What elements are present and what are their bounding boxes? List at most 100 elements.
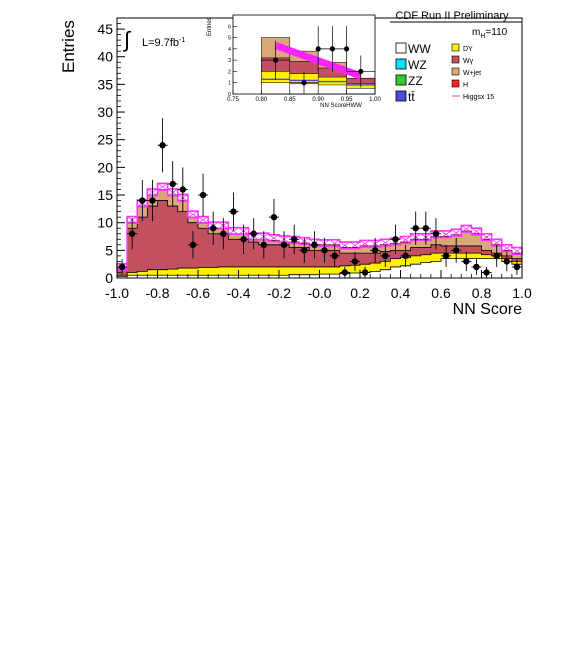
data-point [118,263,126,271]
data-point [321,247,328,254]
inset-y-tick-label: 6 [228,24,231,30]
legend-label: ZZ [408,74,423,88]
inset-x-tick-label: 1.00 [369,97,381,103]
signal-hatch [481,233,492,241]
inset-x-axis-label: NN ScoreHWW [320,103,362,109]
signal-hatch [400,236,411,244]
legend-swatch [451,55,460,64]
legend-label: WZ [408,58,427,72]
legend-swatch [395,42,407,54]
legend-swatch [451,67,460,76]
data-point [412,225,419,232]
data-point [432,230,440,237]
inset-y-axis-label: Entries [207,17,213,36]
x-tick-label: -1.0 [105,285,129,301]
integral-symbol: ∫ [122,27,132,52]
y-axis-label: Entries [59,20,78,73]
data-point [503,258,511,265]
data-point [442,252,450,260]
y-tick-label: 5 [105,242,113,258]
inset-y-tick-label: 0 [228,92,231,98]
legend-label: Wγ [463,58,474,65]
data-point [189,241,197,249]
inset-y-tick-label: 5 [228,36,231,42]
inset-x-tick-label: 0.90 [312,97,324,103]
data-point [493,252,500,260]
inset-y-tick-label: 4 [228,47,231,53]
inset-x-axis-ticks: 0.75 0.80 0.85 0.90 0.95 1.00 [227,90,381,103]
legend-swatch [395,74,407,86]
signal-hatch [157,183,168,191]
signal-hatch [329,239,340,247]
data-point [159,142,166,149]
signal-hatch [228,227,239,235]
y-tick-label: 15 [97,187,113,203]
legend-label: tt̄ [408,90,415,104]
signal-hatch [187,210,199,219]
inset-x-tick-label: 0.75 [227,97,239,103]
data-point [128,230,136,237]
legend-swatch [451,43,460,52]
legend-swatch [395,90,407,102]
y-tick-label: 10 [97,215,113,231]
data-point [290,236,298,243]
inset-plot: 0 1 2 3 4 5 6 0.75 0.80 0.85 0.90 0.95 1.00 Entries… [207,14,381,109]
x-tick-label: -0.8 [145,285,169,301]
signal-hatch [440,230,452,238]
chart-title: CDF Run II Preliminary [395,10,509,22]
data-point [169,180,176,188]
y-tick-label: 0 [105,270,113,286]
x-tick-label: 0.8 [472,285,492,301]
inset-y-tick-label: 2 [228,69,231,75]
legend-label: DY [463,46,473,53]
data-point [149,197,156,204]
x-tick-label: -0.4 [226,285,250,301]
data-point [371,247,379,254]
inset-x-tick-label: 0.95 [341,97,353,103]
inset-y-tick-label: 1 [228,81,231,87]
data-point [463,258,470,265]
inset-y-axis-ticks: 0 1 2 3 4 5 6 [228,24,237,98]
inset-stack-bar [261,82,291,95]
y-tick-label: 45 [97,21,113,37]
data-point [483,269,490,276]
inset-data-point [315,46,321,52]
signal-hatch [511,247,523,255]
inset-x-tick-label: 0.85 [284,97,296,103]
data-point [179,186,187,193]
data-point [392,236,399,243]
data-point [452,247,460,254]
x-tick-label: -0.2 [267,285,291,301]
data-point [361,269,369,276]
x-tick-label: -0.0 [307,285,331,301]
y-tick-label: 40 [97,49,113,65]
data-point [209,225,217,232]
data-point [382,252,389,260]
data-point [331,252,338,260]
data-point [280,241,288,249]
inset-data-point [344,46,350,52]
legend-label: W+jet [463,70,481,77]
data-point [422,225,430,232]
legend-swatch [395,58,407,70]
y-tick-label: 25 [97,132,113,148]
legend: WW WZ ZZ tt̄ DY Wγ W+jet H Higgsx 15 [392,38,521,104]
data-point [230,208,237,215]
inset-data-points [261,26,375,94]
signal-hatch [359,240,371,248]
legend-label: Higgsx 15 [463,94,494,101]
inset-frame [232,14,376,95]
stack-layer-ww [116,258,523,279]
signal-hatch [461,225,472,233]
data-point [301,247,308,254]
data-point [220,230,227,237]
inset-data-point [329,46,335,52]
data-point [351,258,359,265]
background-stack [116,189,523,279]
y-tick-label: 20 [97,159,113,175]
inset-stack-bar [317,84,347,95]
data-point [473,263,480,271]
signal-hatch [471,227,482,236]
signal-hatch [339,241,351,250]
